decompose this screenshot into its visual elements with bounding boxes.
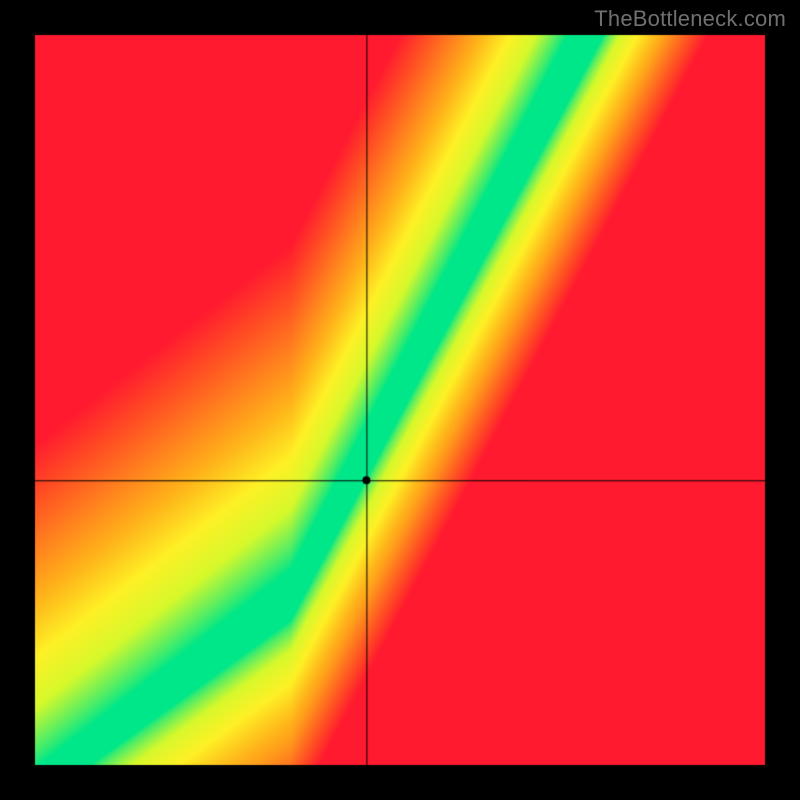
bottleneck-heatmap bbox=[0, 0, 800, 800]
watermark-text: TheBottleneck.com bbox=[594, 6, 786, 32]
chart-container: TheBottleneck.com bbox=[0, 0, 800, 800]
